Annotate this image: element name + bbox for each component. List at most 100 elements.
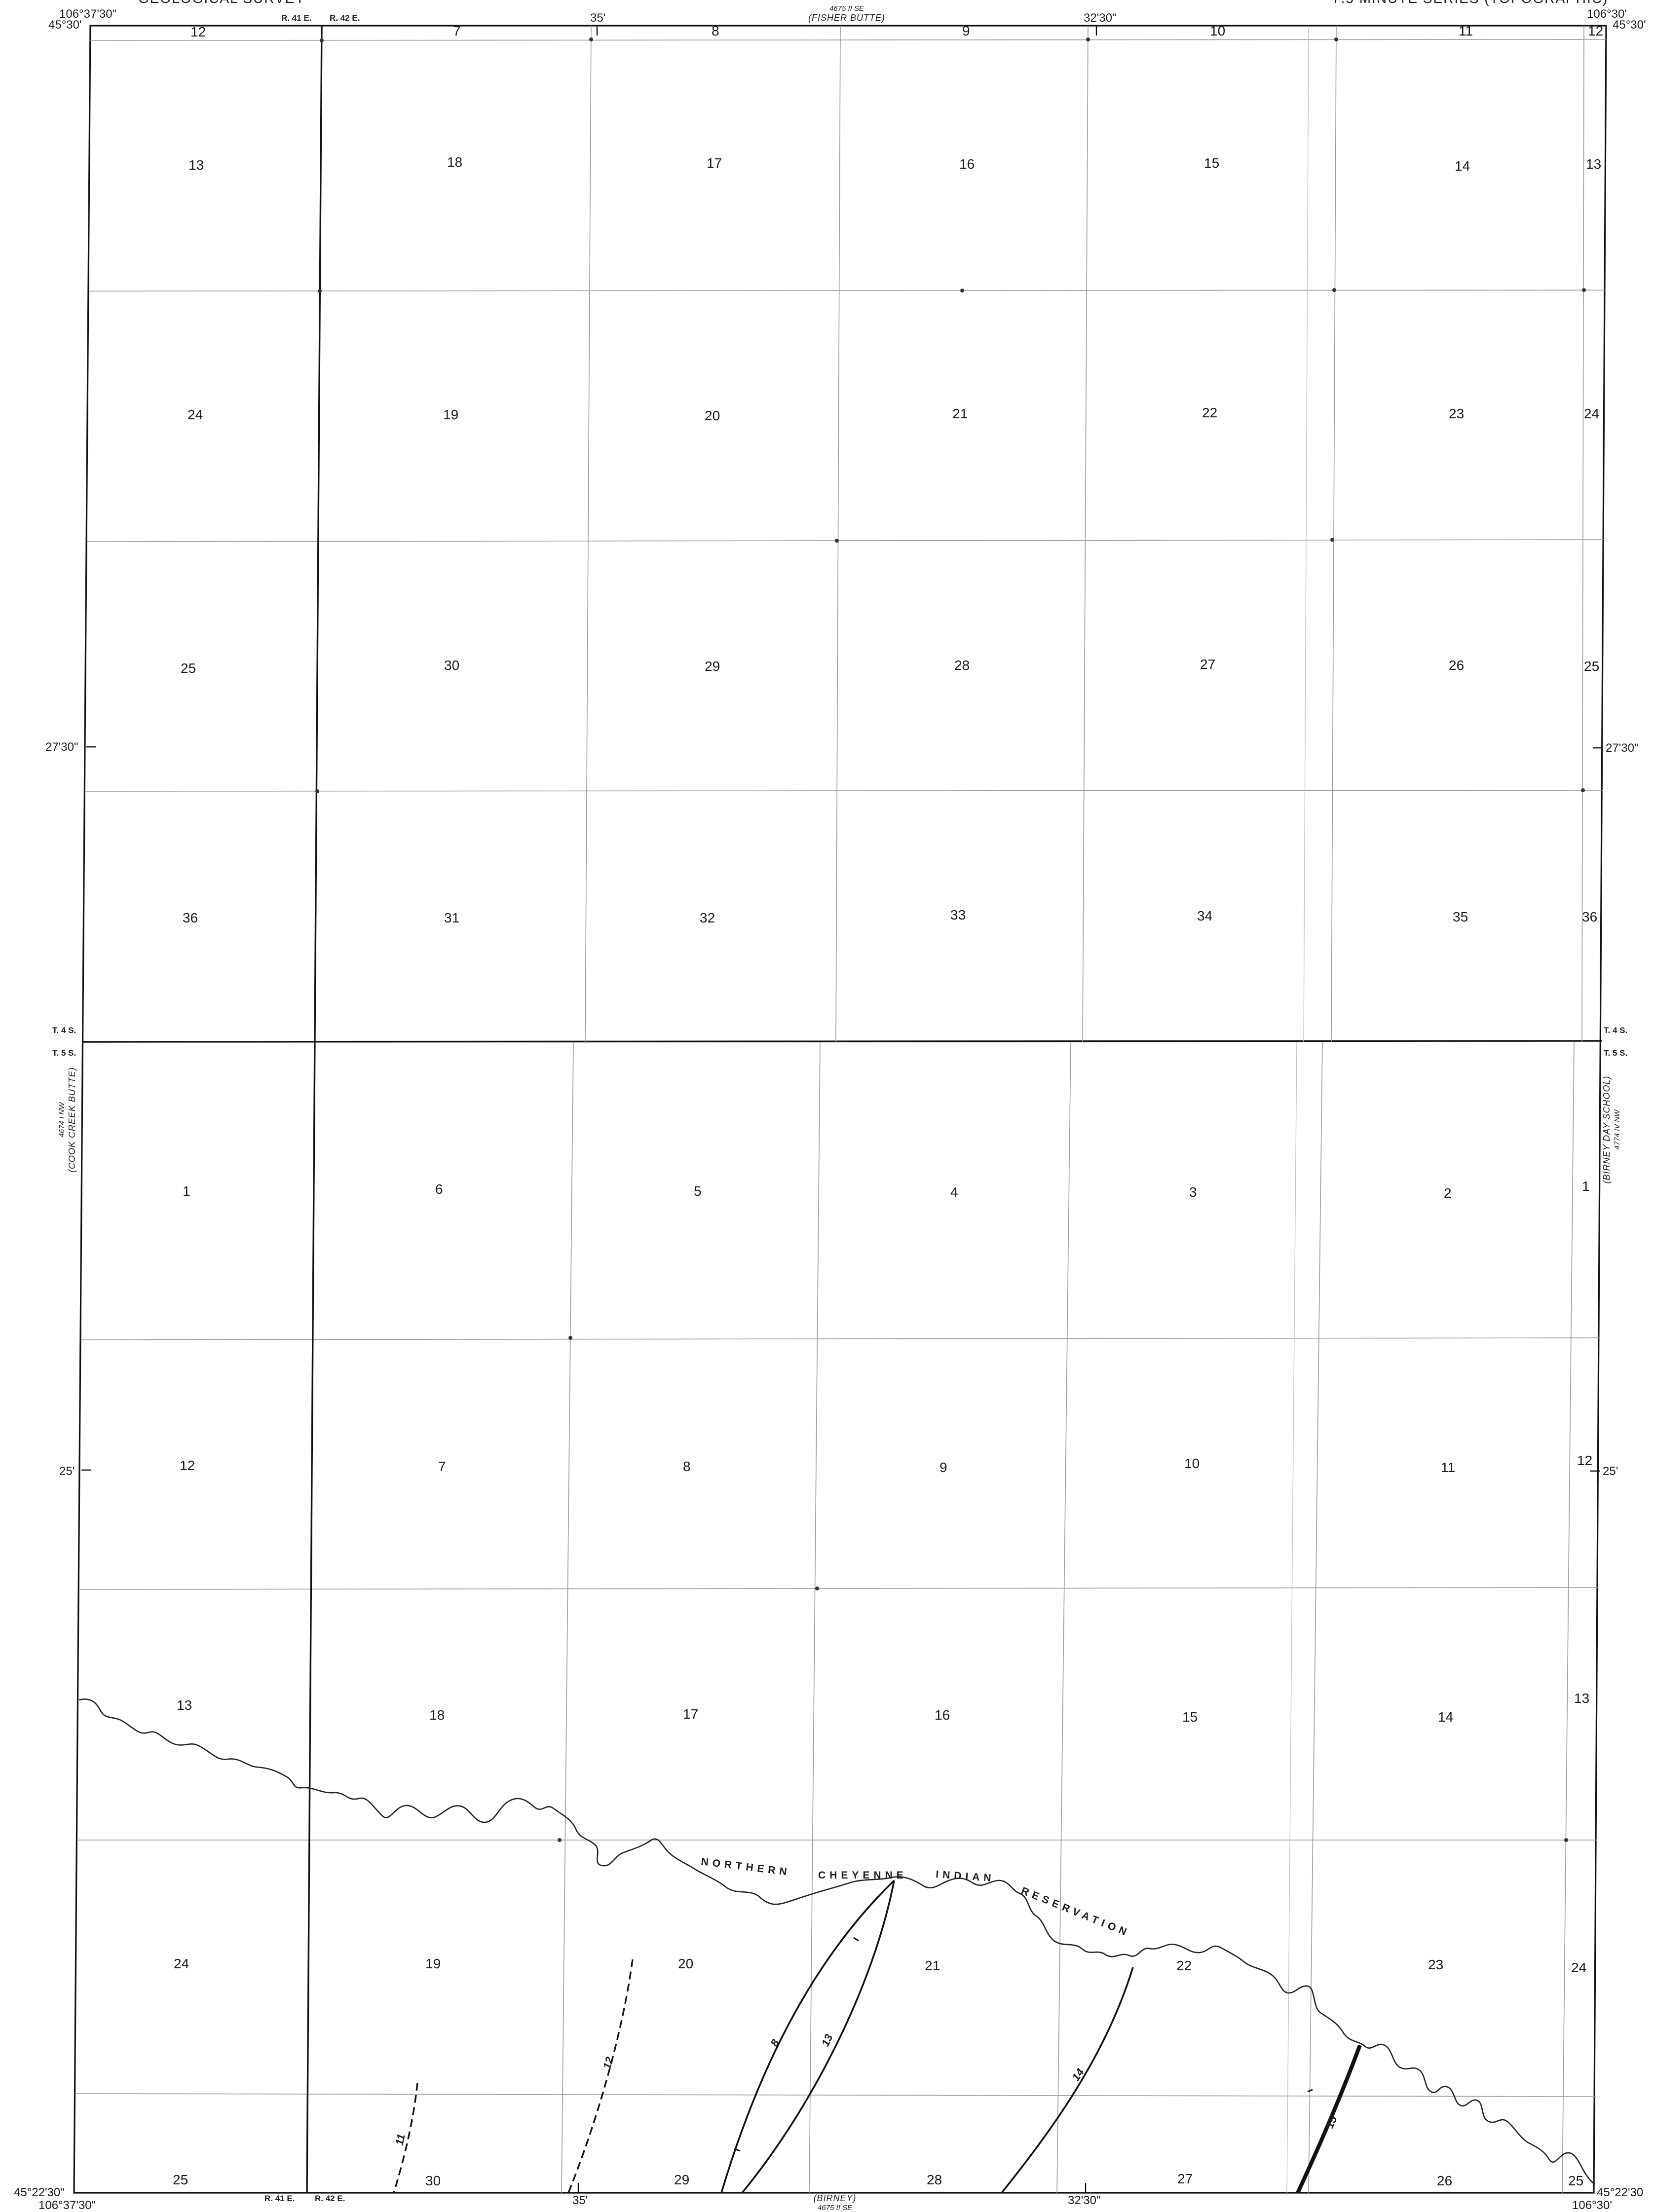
adjacent-quad-south-number: 4675 II SE xyxy=(818,2204,853,2212)
section-number: 18 xyxy=(447,154,462,170)
section-number: 15 xyxy=(1204,155,1219,171)
section-number: 32 xyxy=(700,910,715,925)
dashed-line-12 xyxy=(567,1959,634,2193)
section-number: 13 xyxy=(177,1697,192,1713)
adjacent-quad-west-number: 4674 I NW xyxy=(58,1102,66,1138)
section-number: 1 xyxy=(1582,1179,1590,1194)
section-number: 22 xyxy=(1176,1958,1192,1973)
section-number: 25 xyxy=(181,661,196,676)
corner-bottom-left-lat: 45°22'30" xyxy=(14,2186,65,2199)
section-number: 15 xyxy=(1182,1709,1198,1725)
corner-top-left-lat: 45°30' xyxy=(48,18,82,32)
section-number: 35 xyxy=(1453,909,1468,924)
line-label: 8 xyxy=(768,2037,782,2048)
header-left-text: GEOLOGICAL SURVEY xyxy=(138,0,305,6)
line-label: 11 xyxy=(393,2133,407,2146)
section-number: 28 xyxy=(954,658,970,673)
corner-bottom-left-lon: 106°37'30" xyxy=(38,2199,96,2212)
adjacent-quad-north-number: 4675 II SE xyxy=(829,4,865,13)
reservation-boundary-creek xyxy=(78,1698,1595,2185)
section-number: 12 xyxy=(1577,1453,1592,1468)
section-number: 9 xyxy=(940,1460,947,1475)
corner-top-left-lon: 106°37'30" xyxy=(59,7,116,21)
section-lines-vertical xyxy=(306,25,1584,2193)
section-number: 27 xyxy=(1200,657,1215,672)
adjacent-quad-south-name: (BIRNEY) xyxy=(813,2193,856,2203)
section-number: 29 xyxy=(674,2172,689,2187)
section-number: 34 xyxy=(1197,908,1212,923)
section-number: 24 xyxy=(174,1956,189,1971)
adjacent-quad-west: 4674 I NW (COOK CREEK BUTTE) xyxy=(58,1067,77,1173)
line-15 xyxy=(1296,2044,1362,2194)
section-number: 25 xyxy=(173,2172,188,2187)
section-number: 31 xyxy=(444,910,459,925)
reservation-word: CHEYENNE xyxy=(818,1870,907,1881)
section-number: 11 xyxy=(1441,1460,1455,1475)
section-number: 24 xyxy=(1584,406,1599,421)
section-number: 16 xyxy=(959,156,975,172)
section-number: 4 xyxy=(950,1184,958,1200)
section-number: 13 xyxy=(1574,1691,1589,1706)
section-number: 19 xyxy=(425,1956,441,1971)
section-number: 25 xyxy=(1584,659,1599,674)
range-line xyxy=(306,25,323,2193)
header-right-text: 7.5 MINUTE SERIES (TOPOGRAPHIC) xyxy=(1332,0,1608,6)
geologic-lines xyxy=(393,1880,1362,2194)
section-number: 1 xyxy=(183,1183,190,1199)
section-number: 36 xyxy=(1582,909,1597,924)
adjacent-quad-east-name: (BIRNEY DAY SCHOOL) xyxy=(1602,1075,1612,1183)
township-label-left-south: T. 5 S. xyxy=(52,1048,76,1058)
tick-label-bottom-3230: 32'30" xyxy=(1068,2194,1101,2207)
section-number: 7 xyxy=(438,1459,446,1474)
section-number: 6 xyxy=(435,1181,443,1197)
section-number: 24 xyxy=(1571,1960,1586,1975)
section-number: 5 xyxy=(694,1183,702,1199)
tick-label-left-25: 25' xyxy=(59,1465,75,1478)
range-label-bottom-east: R. 42 E. xyxy=(315,2194,345,2203)
corner-top-right-lat: 45°30' xyxy=(1613,18,1646,32)
tick-label-left-2730: 27'30" xyxy=(45,740,78,754)
section-number: 29 xyxy=(705,659,720,674)
section-number: 18 xyxy=(429,1707,445,1723)
section-number-labels: 12 7 8 9 10 11 12 13 18 17 16 15 14 13 2… xyxy=(173,23,1603,2188)
section-number: 24 xyxy=(188,407,203,422)
township-label-left-north: T. 4 S. xyxy=(52,1026,76,1035)
section-number: 33 xyxy=(950,907,966,922)
section-number: 21 xyxy=(925,1958,940,1973)
range-label-top-west: R. 41 E. xyxy=(281,13,311,23)
section-number: 21 xyxy=(952,406,968,421)
section-number: 2 xyxy=(1444,1185,1452,1201)
section-number: 25 xyxy=(1568,2173,1583,2188)
section-number: 7 xyxy=(453,23,461,38)
section-number: 14 xyxy=(1455,158,1470,174)
section-number: 14 xyxy=(1438,1709,1453,1725)
tick-label-bottom-35: 35' xyxy=(572,2194,588,2207)
line-14 xyxy=(1001,1967,1134,2194)
map-neatline xyxy=(73,25,1607,2194)
range-label-top-east: R. 42 E. xyxy=(330,13,360,23)
range-label-bottom-west: R. 41 E. xyxy=(264,2194,295,2203)
section-number: 30 xyxy=(425,2173,441,2188)
section-number: 30 xyxy=(444,658,459,673)
section-number: 23 xyxy=(1449,406,1464,421)
section-number: 13 xyxy=(188,157,204,173)
reservation-word: RESERVATION xyxy=(1019,1885,1132,1939)
reservation-word: NORTHERN xyxy=(700,1856,791,1878)
section-number: 9 xyxy=(962,23,970,38)
adjacent-quad-east: (BIRNEY DAY SCHOOL) 4774 IV NW xyxy=(1602,1075,1621,1183)
reservation-label: NORTHERN CHEYENNE INDIAN RESERVATION xyxy=(700,1856,1131,1939)
section-number: 3 xyxy=(1189,1184,1197,1200)
adjacent-quad-west-name: (COOK CREEK BUTTE) xyxy=(67,1067,77,1173)
line-label: 13 xyxy=(819,2032,835,2048)
line-13 xyxy=(741,1880,895,2194)
section-number: 12 xyxy=(1588,23,1603,38)
section-number: 26 xyxy=(1449,658,1464,673)
corner-bottom-right-lat: 45°22'30 xyxy=(1597,2186,1643,2199)
section-number: 8 xyxy=(712,23,719,38)
tick-label-right-2730: 27'30" xyxy=(1606,741,1639,755)
section-number: 12 xyxy=(190,24,206,39)
dashed-line-11 xyxy=(393,2082,418,2193)
section-number: 36 xyxy=(183,910,198,925)
section-number: 22 xyxy=(1202,405,1217,420)
